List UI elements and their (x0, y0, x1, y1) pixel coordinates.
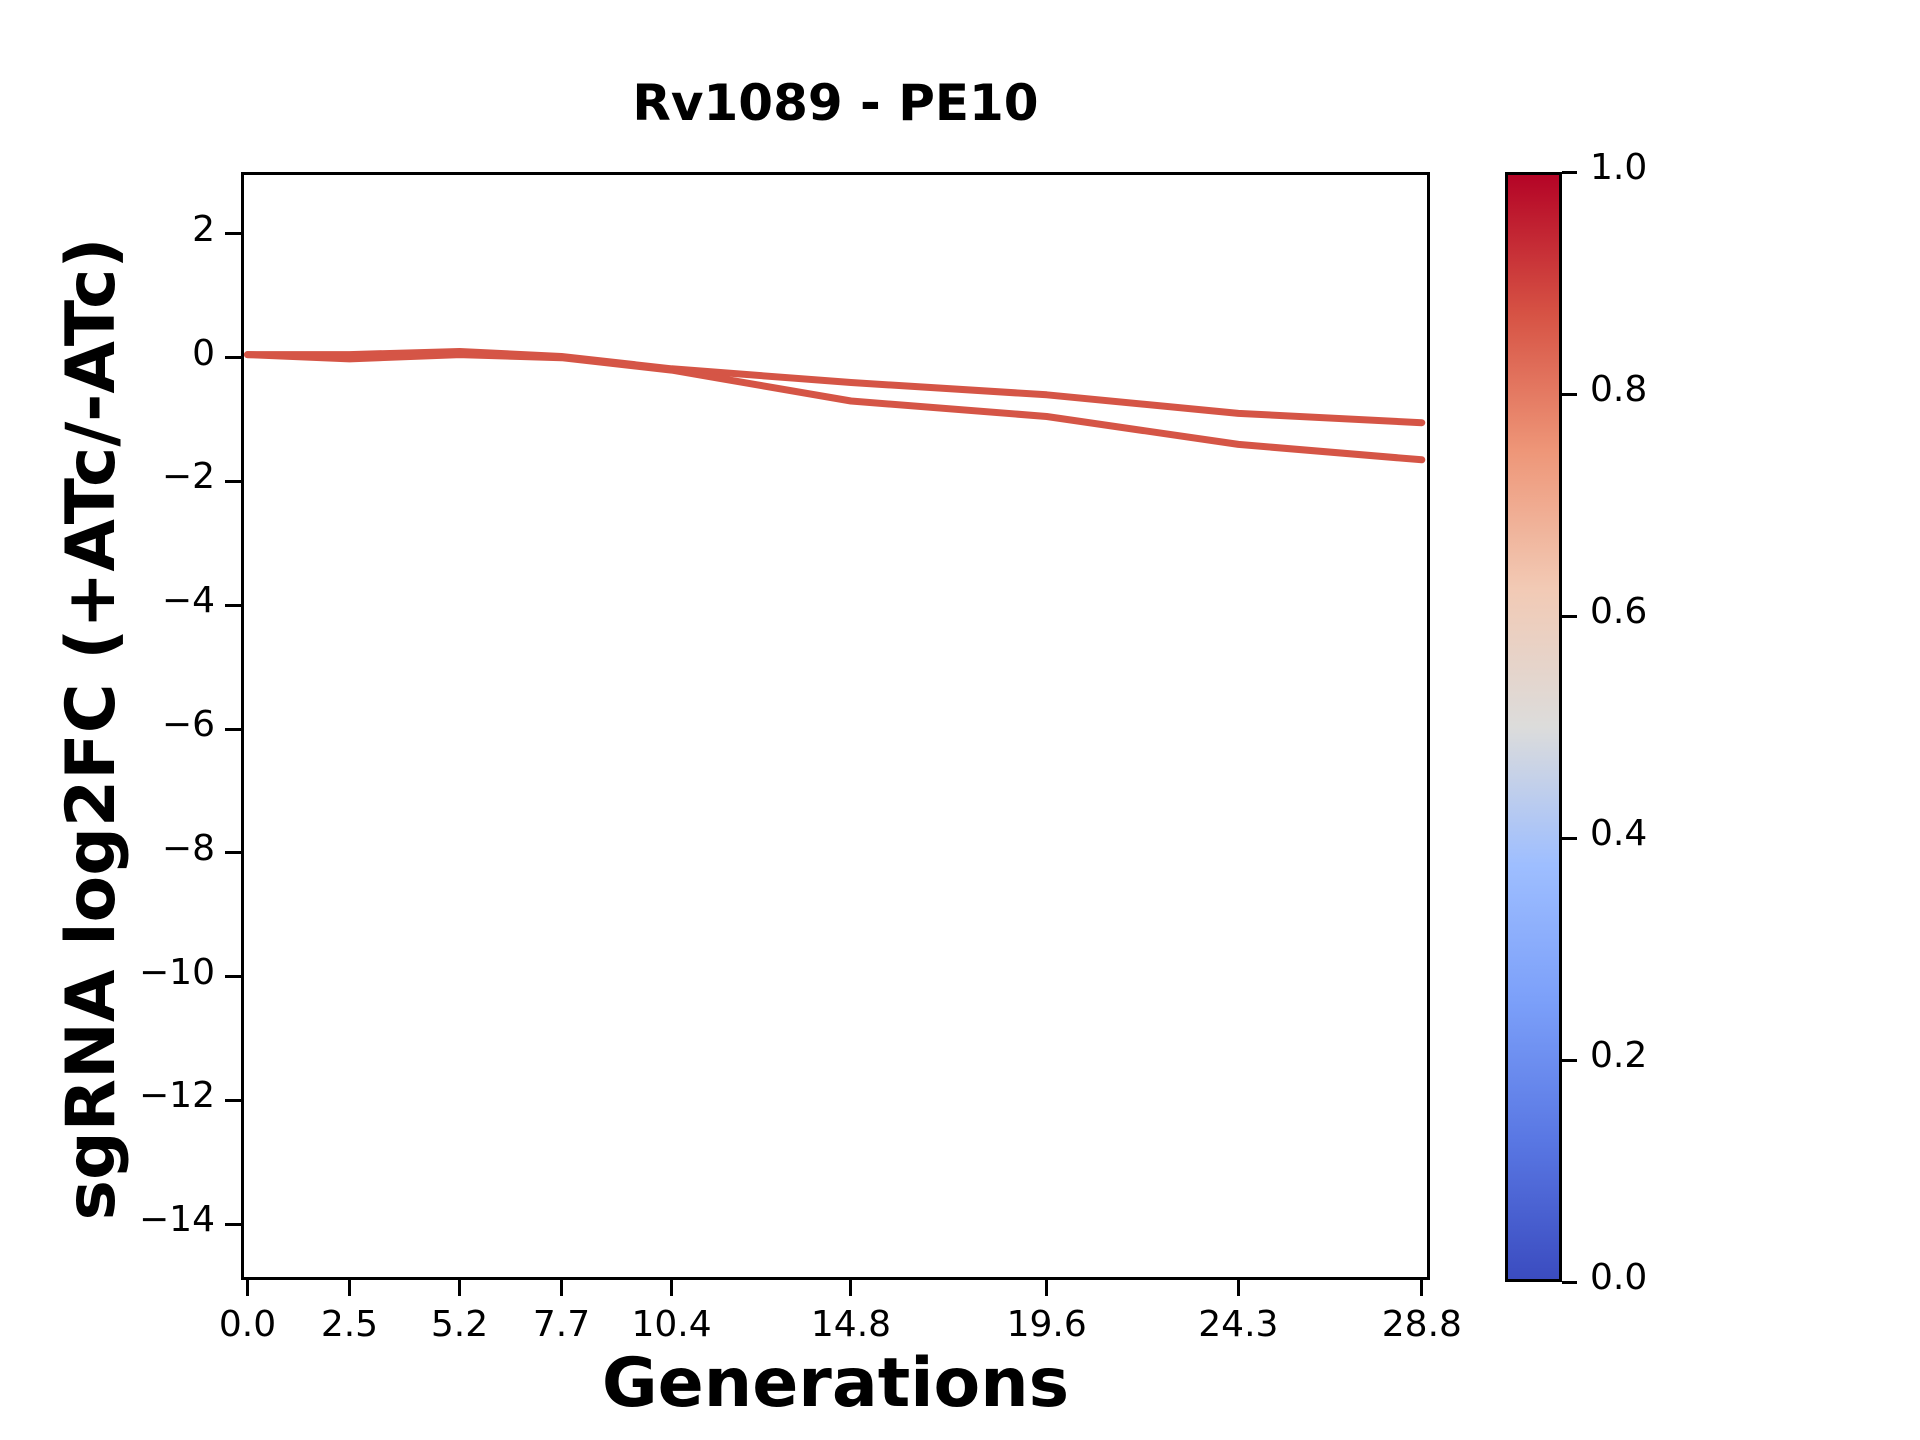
x-tick-label: 28.8 (1381, 1304, 1462, 1345)
y-tick-mark (225, 479, 241, 483)
y-tick-label: −10 (139, 951, 215, 993)
y-tick-mark (225, 603, 241, 607)
colorbar-tick-mark (1562, 836, 1577, 840)
y-tick-label: −4 (161, 580, 215, 622)
x-tick-mark (849, 1280, 853, 1296)
colorbar-tick-label: 0.4 (1590, 813, 1648, 854)
x-tick-mark (1420, 1280, 1424, 1296)
colorbar-tick-label: 1.0 (1590, 147, 1648, 188)
x-tick-label: 5.2 (430, 1304, 489, 1345)
chart-title: Rv1089 - PE10 (632, 74, 1039, 132)
y-tick-mark (225, 727, 241, 731)
y-tick-mark (225, 975, 241, 979)
x-tick-label: 10.4 (631, 1304, 712, 1345)
y-tick-mark (225, 1222, 241, 1226)
x-axis-label: Generations (601, 1344, 1070, 1423)
x-tick-label: 7.7 (532, 1304, 591, 1345)
x-tick-mark (246, 1280, 250, 1296)
colorbar-gradient (1505, 172, 1562, 1282)
colorbar-tick-label: 0.2 (1590, 1035, 1648, 1076)
colorbar-tick-label: 0.6 (1590, 591, 1648, 632)
y-tick-label: 0 (192, 332, 215, 374)
x-tick-mark (458, 1280, 462, 1296)
x-tick-label: 0.0 (218, 1304, 277, 1345)
x-tick-mark (670, 1280, 674, 1296)
x-tick-mark (1045, 1280, 1049, 1296)
colorbar-tick-mark (1562, 1280, 1577, 1284)
y-tick-label: −6 (161, 704, 215, 746)
x-tick-label: 14.8 (810, 1304, 892, 1345)
y-tick-mark (225, 232, 241, 236)
y-tick-mark (225, 356, 241, 360)
x-tick-label: 2.5 (320, 1304, 379, 1345)
plot-area (241, 172, 1430, 1280)
x-tick-mark (559, 1280, 563, 1296)
y-tick-label: −12 (139, 1075, 215, 1117)
colorbar-tick-mark (1562, 170, 1577, 174)
colorbar-tick-mark (1562, 614, 1577, 618)
colorbar-tick-label: 0.0 (1590, 1257, 1648, 1298)
x-tick-label: 24.3 (1198, 1304, 1279, 1345)
y-tick-mark (225, 1098, 241, 1102)
x-tick-label: 19.6 (1006, 1304, 1087, 1345)
colorbar-tick-label: 0.8 (1590, 369, 1648, 410)
y-tick-label: −8 (161, 827, 215, 869)
y-axis-label: sgRNA log2FC (+ATc/-ATc) (52, 237, 131, 1221)
x-tick-mark (347, 1280, 351, 1296)
y-tick-label: −2 (161, 456, 215, 498)
x-tick-mark (1236, 1280, 1240, 1296)
colorbar-tick-mark (1562, 392, 1577, 396)
y-tick-label: 2 (192, 208, 215, 250)
y-tick-label: −14 (139, 1199, 215, 1241)
colorbar-tick-mark (1562, 1058, 1577, 1062)
y-tick-mark (225, 851, 241, 855)
